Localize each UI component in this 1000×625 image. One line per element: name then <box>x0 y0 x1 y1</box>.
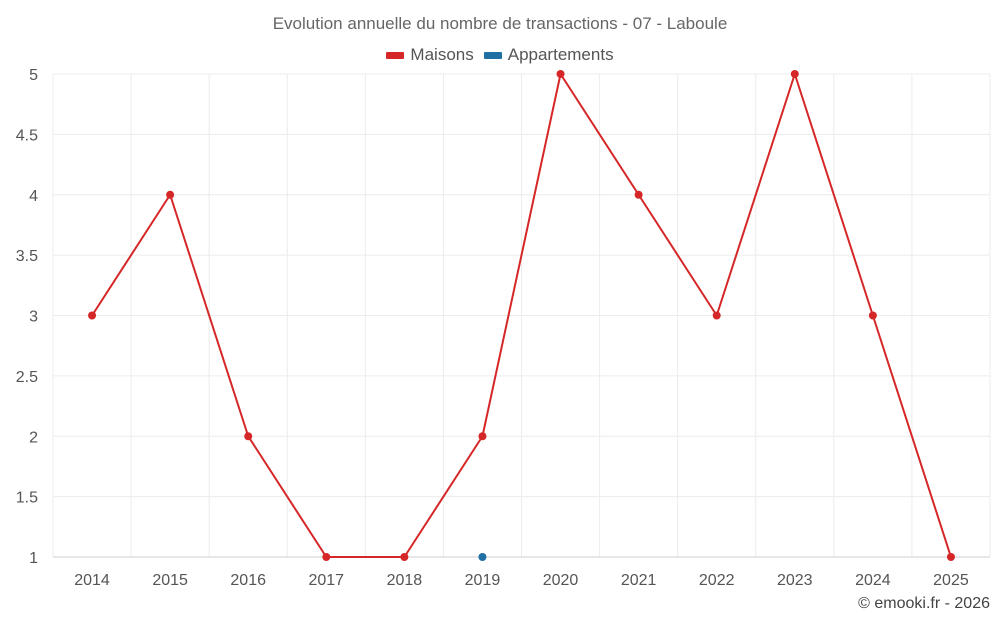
data-point-maisons[interactable] <box>790 70 799 78</box>
legend-label-appartements: Appartements <box>507 45 614 64</box>
legend-label-maisons: Maisons <box>410 45 474 64</box>
x-tick-label: 2023 <box>777 572 813 589</box>
data-point-maisons[interactable] <box>634 190 643 199</box>
data-point-maisons[interactable] <box>244 432 253 441</box>
legend-swatch-maisons <box>386 51 405 59</box>
data-point-maisons[interactable] <box>868 311 877 320</box>
x-tick-label: 2025 <box>933 572 969 589</box>
data-point-maisons[interactable] <box>88 311 97 320</box>
x-tick-label: 2016 <box>230 572 266 589</box>
y-tick-label: 3.5 <box>16 248 38 265</box>
data-point-maisons[interactable] <box>166 190 175 199</box>
x-tick-label: 2017 <box>308 572 344 589</box>
chart-legend: Maisons Appartements <box>0 45 1000 65</box>
y-tick-label: 4.5 <box>16 127 38 144</box>
x-tick-label: 2019 <box>465 572 501 589</box>
data-point-maisons[interactable] <box>478 432 487 441</box>
data-point-maisons[interactable] <box>556 70 565 78</box>
x-tick-label: 2014 <box>74 572 110 589</box>
y-tick-label: 1 <box>29 550 38 567</box>
data-point-maisons[interactable] <box>712 311 721 320</box>
data-point-appartements[interactable] <box>478 553 487 561</box>
y-tick-label: 4 <box>29 188 38 205</box>
y-tick-label: 3 <box>29 309 38 326</box>
credit-text: © emooki.fr - 2026 <box>858 595 990 612</box>
x-tick-label: 2021 <box>621 572 657 589</box>
y-tick-label: 1.5 <box>16 490 38 507</box>
y-tick-label: 5 <box>29 67 38 84</box>
y-tick-label: 2.5 <box>16 369 38 386</box>
data-point-maisons[interactable] <box>400 553 409 561</box>
data-point-maisons[interactable] <box>946 553 955 561</box>
legend-item-maisons[interactable]: Maisons <box>386 45 474 65</box>
x-tick-label: 2020 <box>543 572 579 589</box>
legend-item-appartements[interactable]: Appartements <box>483 45 614 65</box>
y-tick-label: 2 <box>29 429 38 446</box>
x-tick-label: 2024 <box>855 572 891 589</box>
legend-swatch-appartements <box>483 51 502 59</box>
x-tick-label: 2022 <box>699 572 735 589</box>
data-point-maisons[interactable] <box>322 553 331 561</box>
series-line-maisons <box>91 73 952 558</box>
x-tick-label: 2018 <box>387 572 423 589</box>
x-tick-label: 2015 <box>152 572 188 589</box>
chart-title: Evolution annuelle du nombre de transact… <box>272 14 728 33</box>
